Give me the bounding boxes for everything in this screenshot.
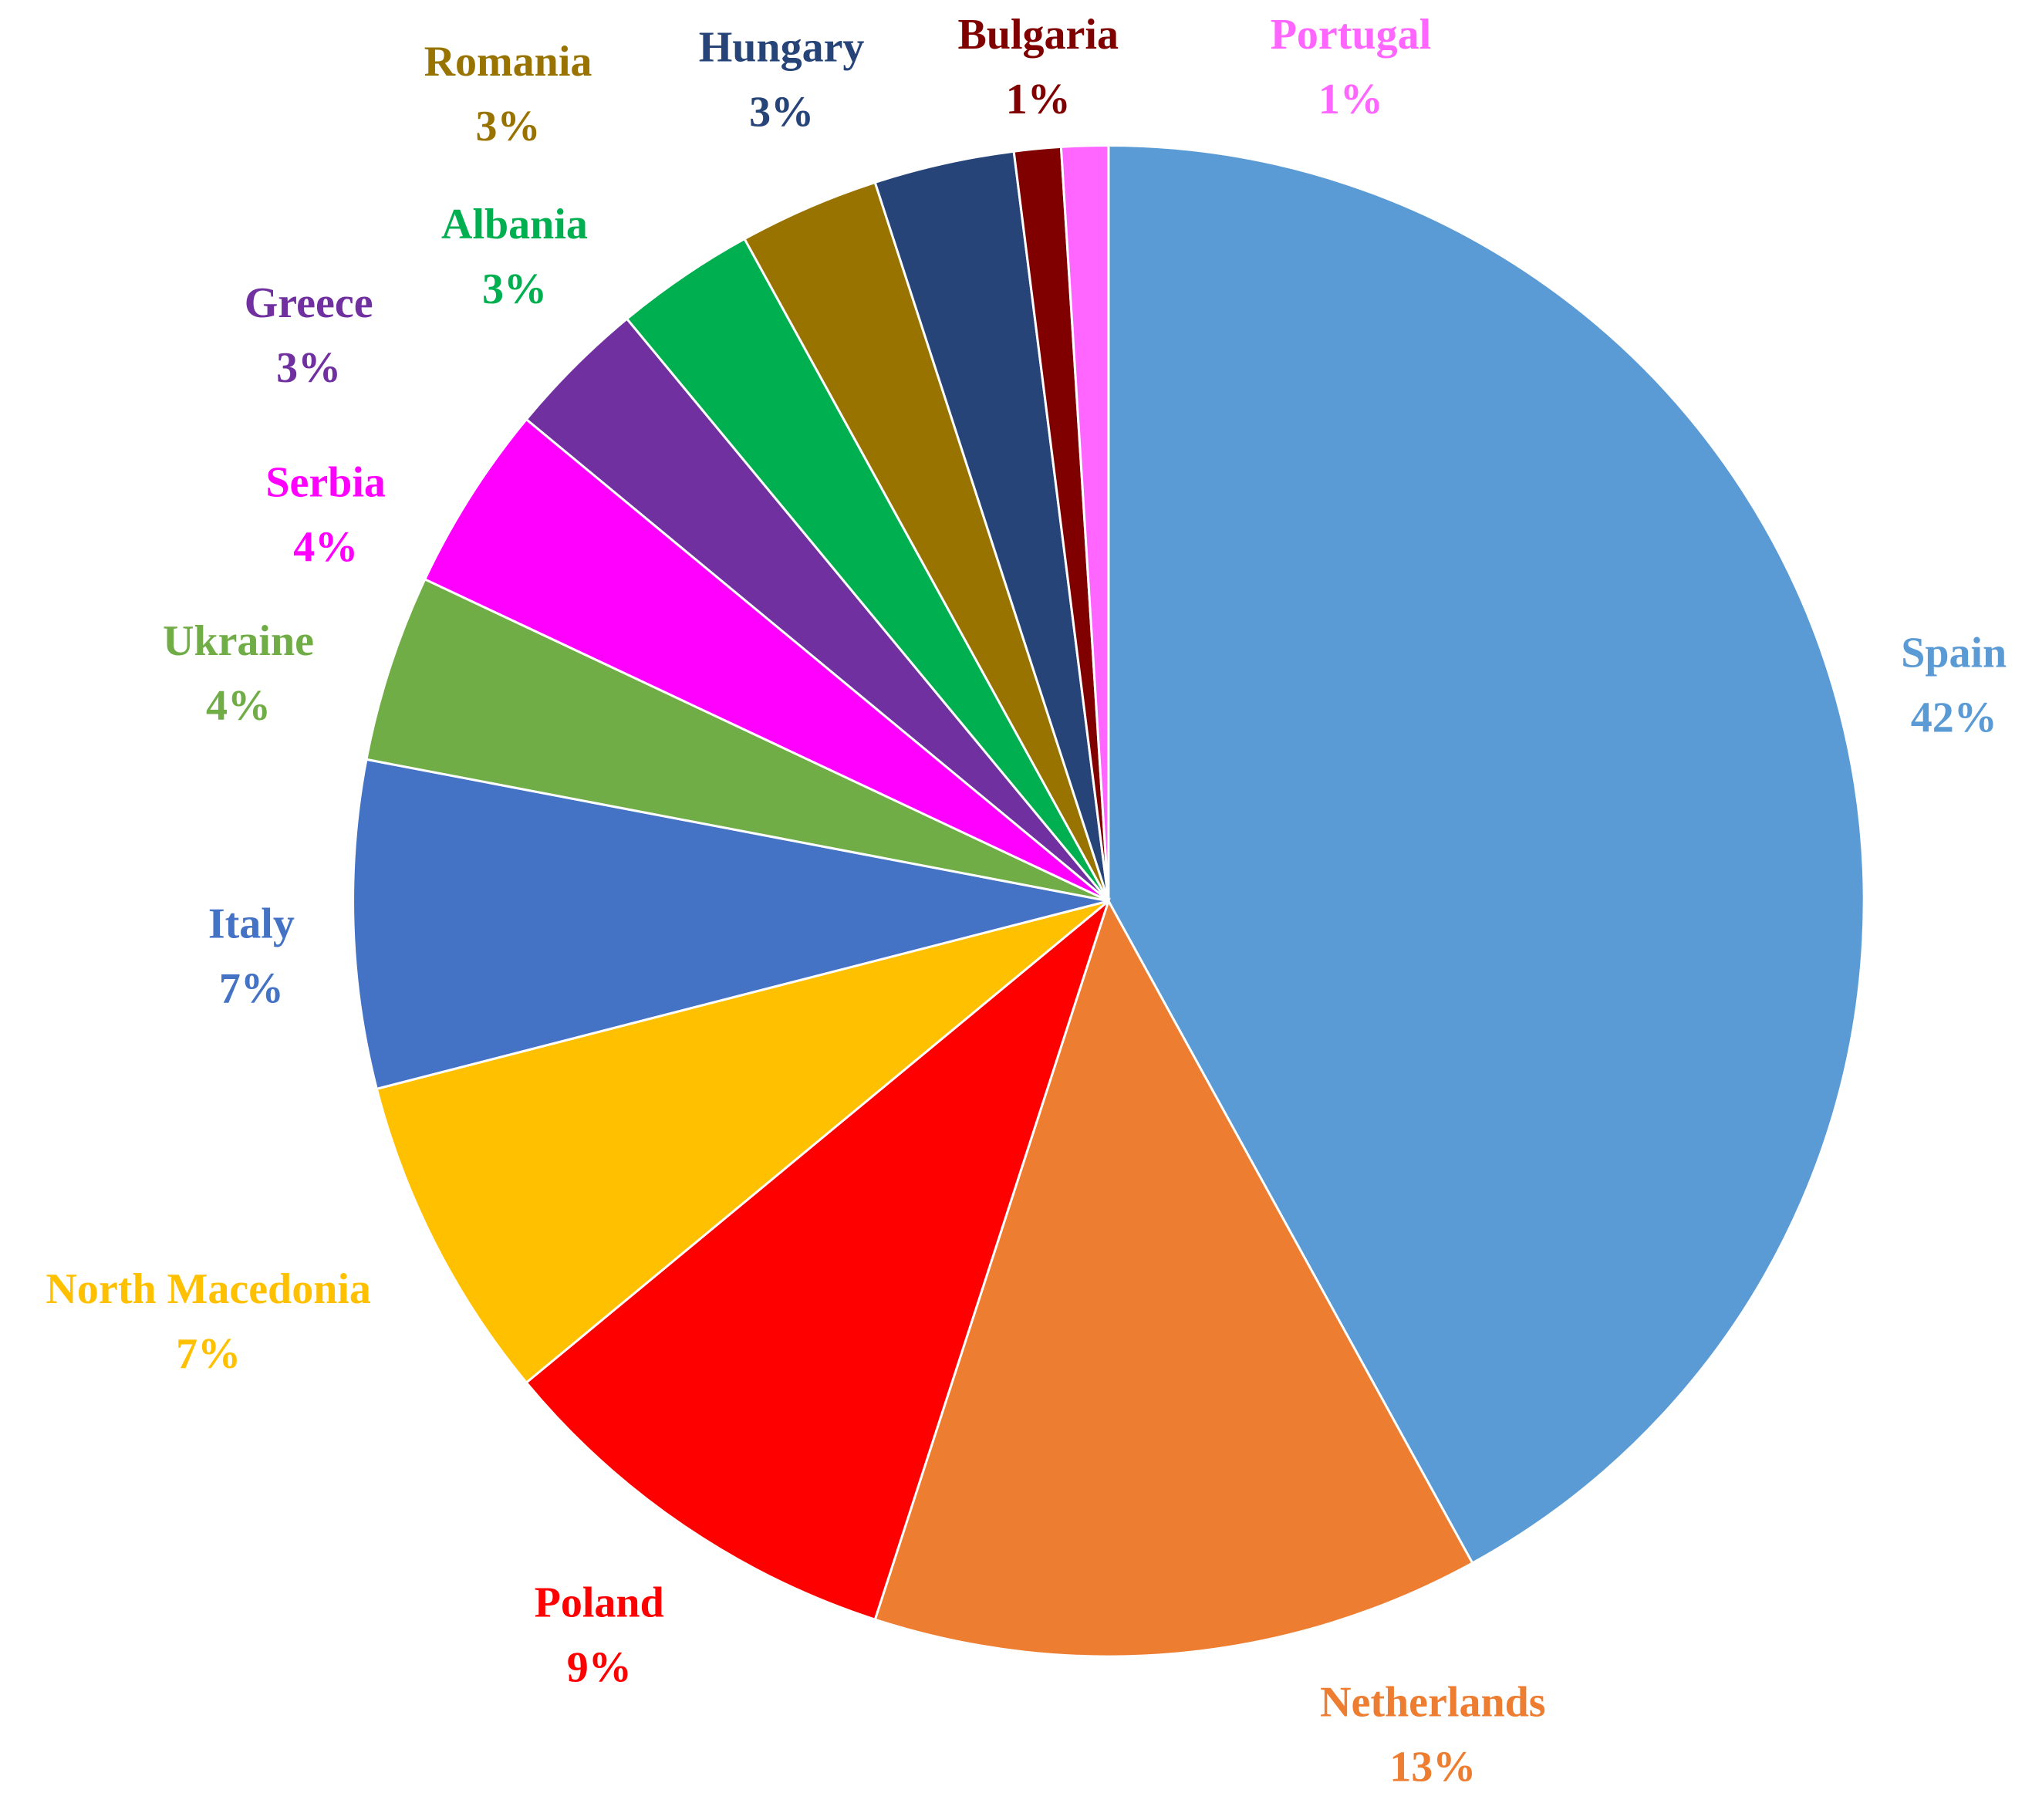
slice-value-label: 4% (206, 682, 271, 730)
slice-label: Spain (1901, 629, 2007, 677)
slice-value-label: 7% (219, 965, 284, 1013)
pie (352, 144, 1865, 1658)
slice-value-label: 42% (1911, 694, 1997, 741)
slice-label: Poland (535, 1579, 664, 1627)
pie-slice (1059, 144, 1110, 901)
slice-value-label: 3% (482, 265, 547, 313)
slice-label: Italy (208, 900, 295, 948)
pie-slice (525, 897, 1111, 1622)
slice-value-label: 1% (1318, 76, 1383, 123)
slice-label: Netherlands (1320, 1678, 1545, 1726)
pie-slice (375, 900, 1109, 1385)
pie-slice (873, 898, 1474, 1658)
pie-slice (352, 758, 1109, 1091)
labels: Spain 42% Netherlands 13% Poland 9% North Mace… (46, 11, 2007, 1791)
slice-value-label: 4% (293, 523, 358, 571)
slice-label: Greece (245, 279, 373, 327)
slice-value-label: 3% (276, 344, 341, 392)
slice-label: North Macedonia (46, 1265, 371, 1313)
slice-label: Albania (441, 201, 588, 248)
pie-slice (423, 417, 1109, 903)
pie-slice (1107, 144, 1865, 1565)
slice-value-label: 9% (567, 1644, 632, 1692)
slice-value-label: 3% (476, 103, 541, 150)
slice-label: Serbia (265, 458, 386, 506)
slice-label: Romania (424, 38, 592, 86)
slice-value-label: 1% (1006, 76, 1071, 123)
pie-slice (365, 577, 1109, 903)
slice-value-label: 3% (749, 89, 814, 137)
slice-label: Ukraine (163, 617, 314, 665)
slice-label: Hungary (699, 24, 865, 72)
slice-label: Bulgaria (957, 11, 1118, 59)
slice-value-label: 13% (1389, 1743, 1476, 1791)
slice-value-label: 7% (176, 1330, 241, 1378)
slice-label: Portugal (1271, 11, 1431, 59)
